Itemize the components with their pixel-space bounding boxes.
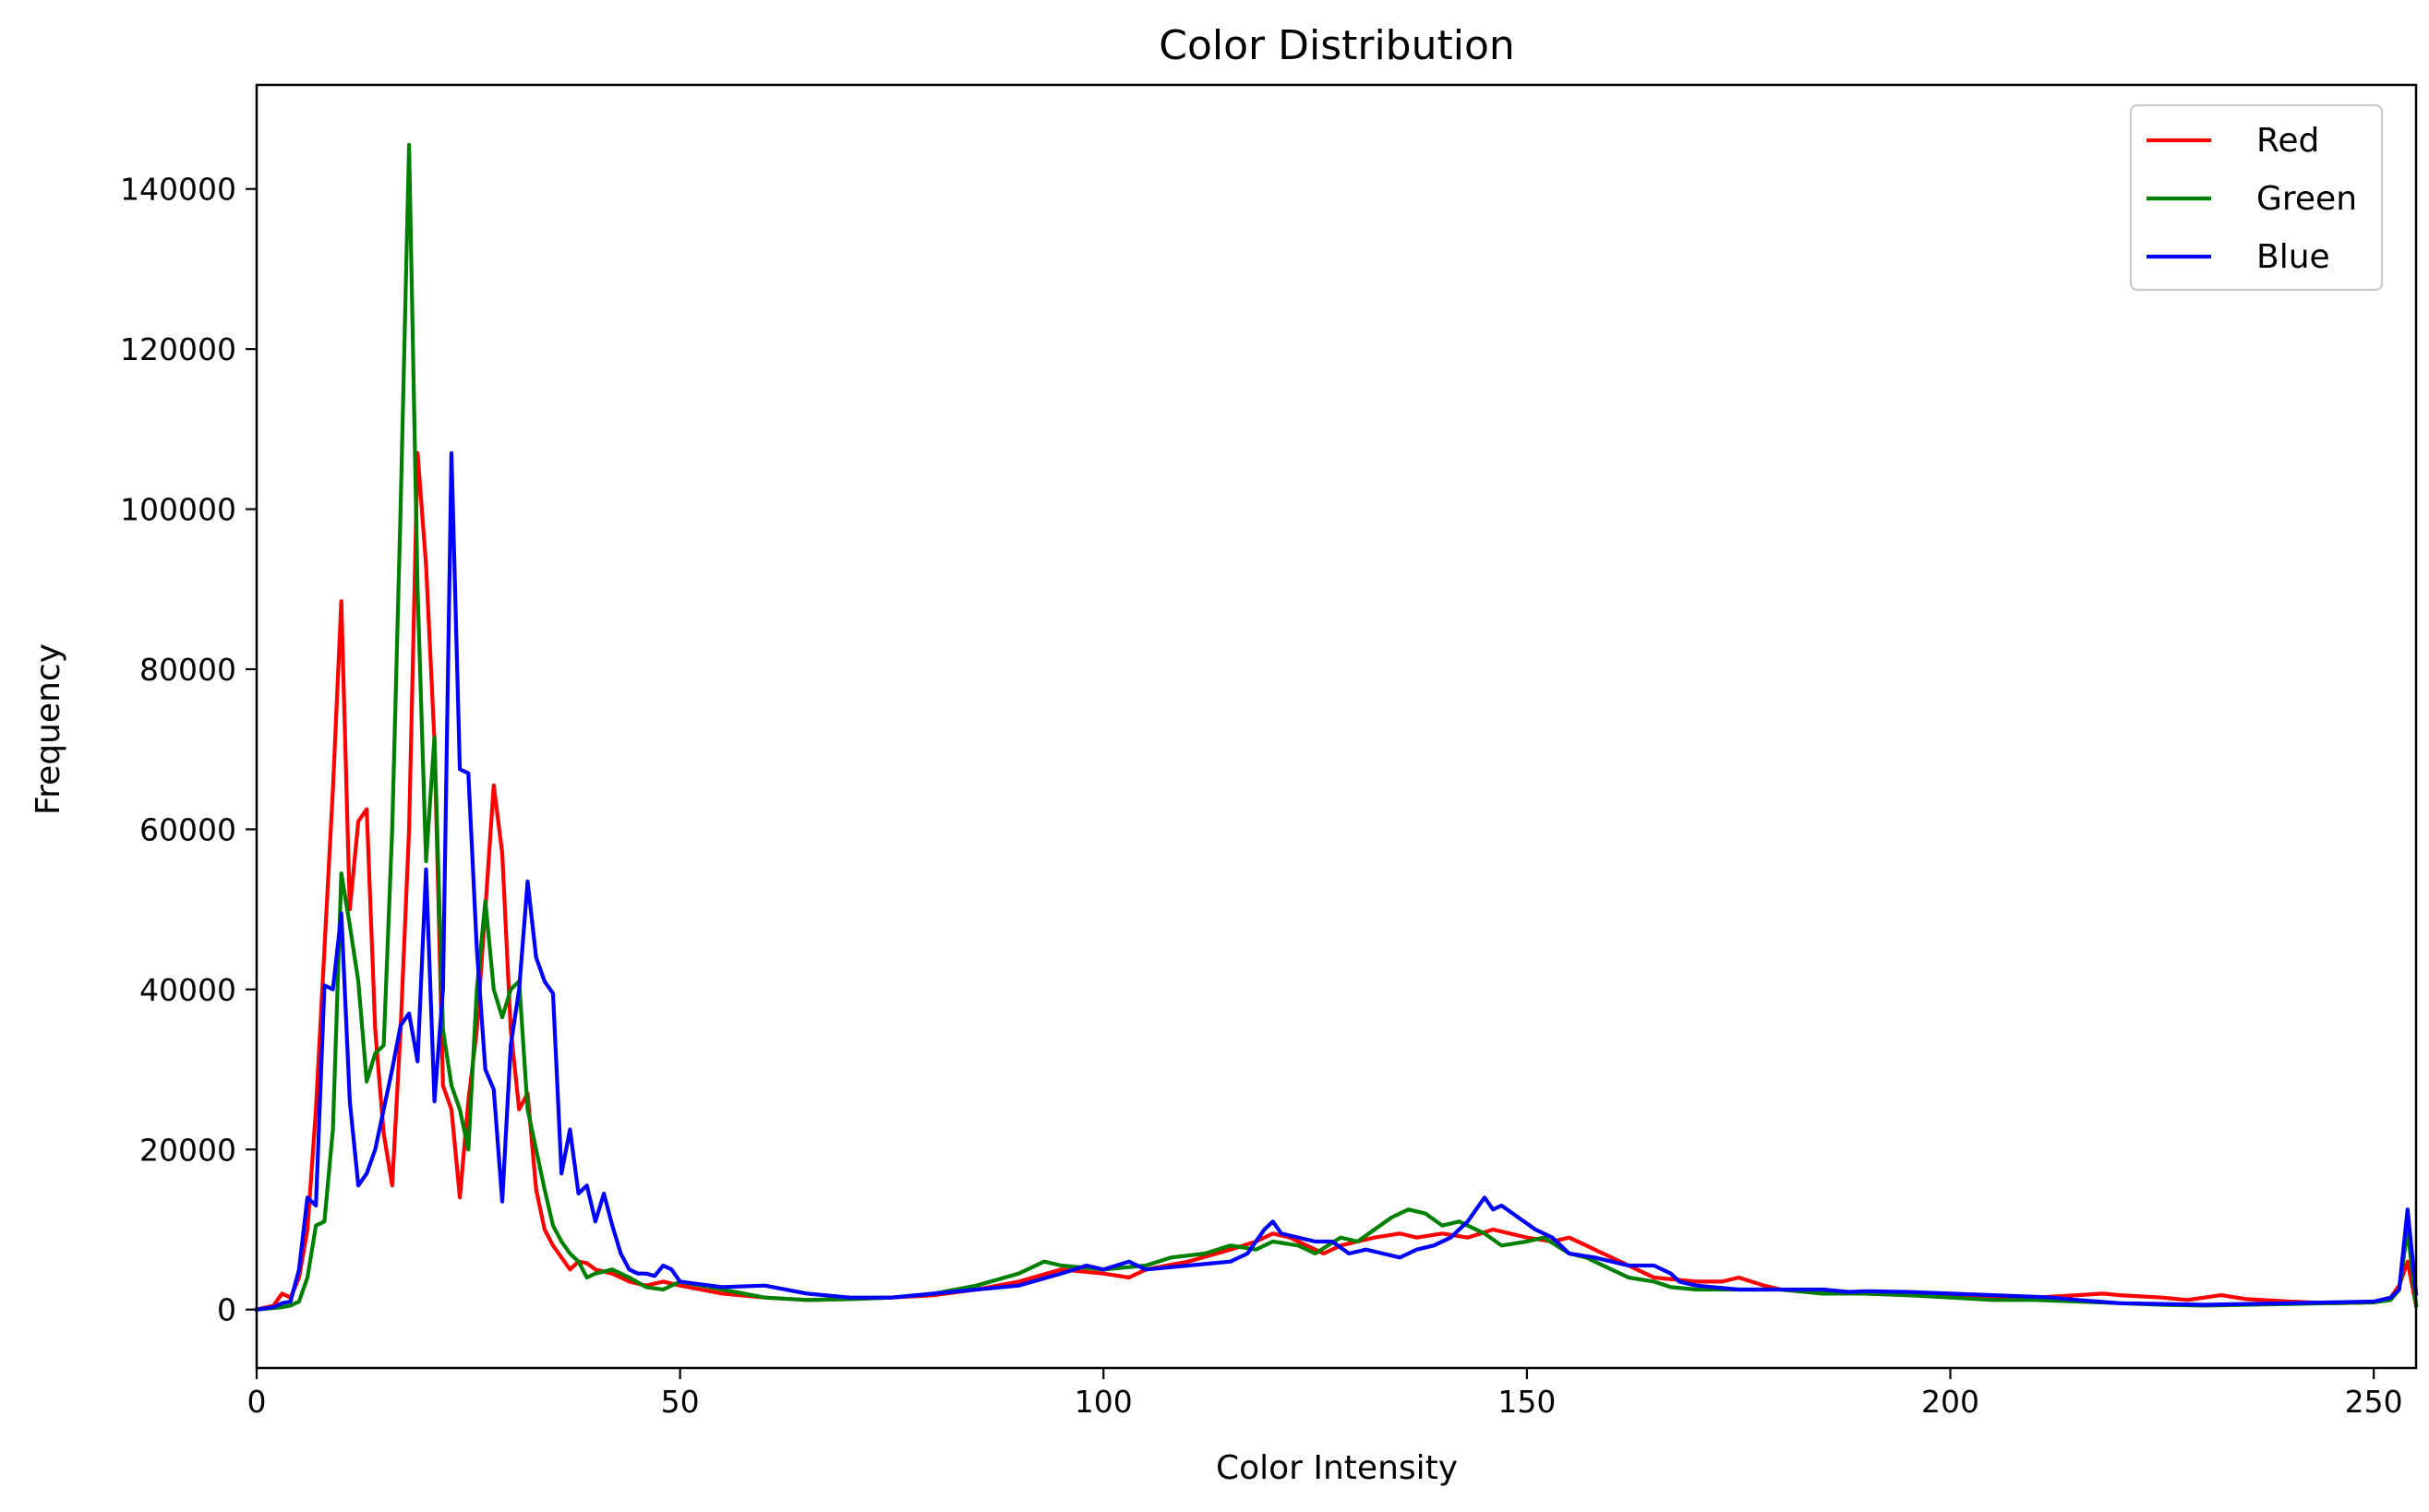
y-tick-label: 140000 [120, 172, 236, 208]
x-axis: 0 50 100 150 200 250 [247, 1368, 2403, 1420]
plot-area-frame [255, 83, 2418, 1370]
y-tick-label: 60000 [139, 811, 236, 847]
legend-label-green: Green [2256, 180, 2357, 218]
x-tick-label: 100 [1075, 1384, 1133, 1420]
y-tick-label: 100000 [120, 492, 236, 528]
y-tick-label: 0 [217, 1292, 236, 1328]
series-line-green [254, 142, 2419, 1312]
series-layer [254, 142, 2419, 1313]
y-axis: 0 20000 40000 60000 80000 100000 120000 140000 [120, 172, 257, 1328]
y-tick-label: 20000 [139, 1132, 236, 1168]
series-line-blue [254, 450, 2419, 1313]
y-tick-label: 40000 [139, 972, 236, 1008]
x-tick-label: 200 [1921, 1384, 1979, 1420]
x-tick-label: 250 [2345, 1384, 2403, 1420]
chart-title: Color Distribution [1159, 22, 1515, 69]
legend-label-red: Red [2256, 122, 2319, 160]
x-axis-label: Color Intensity [1216, 1449, 1458, 1487]
legend-box [2129, 103, 2384, 292]
x-tick-label: 0 [247, 1384, 267, 1420]
x-tick-label: 50 [661, 1384, 700, 1420]
y-tick-label: 120000 [120, 331, 236, 367]
y-tick-label: 80000 [139, 652, 236, 688]
legend: Red Green Blue [2129, 103, 2384, 292]
legend-label-blue: Blue [2256, 238, 2330, 276]
x-tick-label: 150 [1497, 1384, 1556, 1420]
y-axis-label: Frequency [30, 643, 67, 815]
